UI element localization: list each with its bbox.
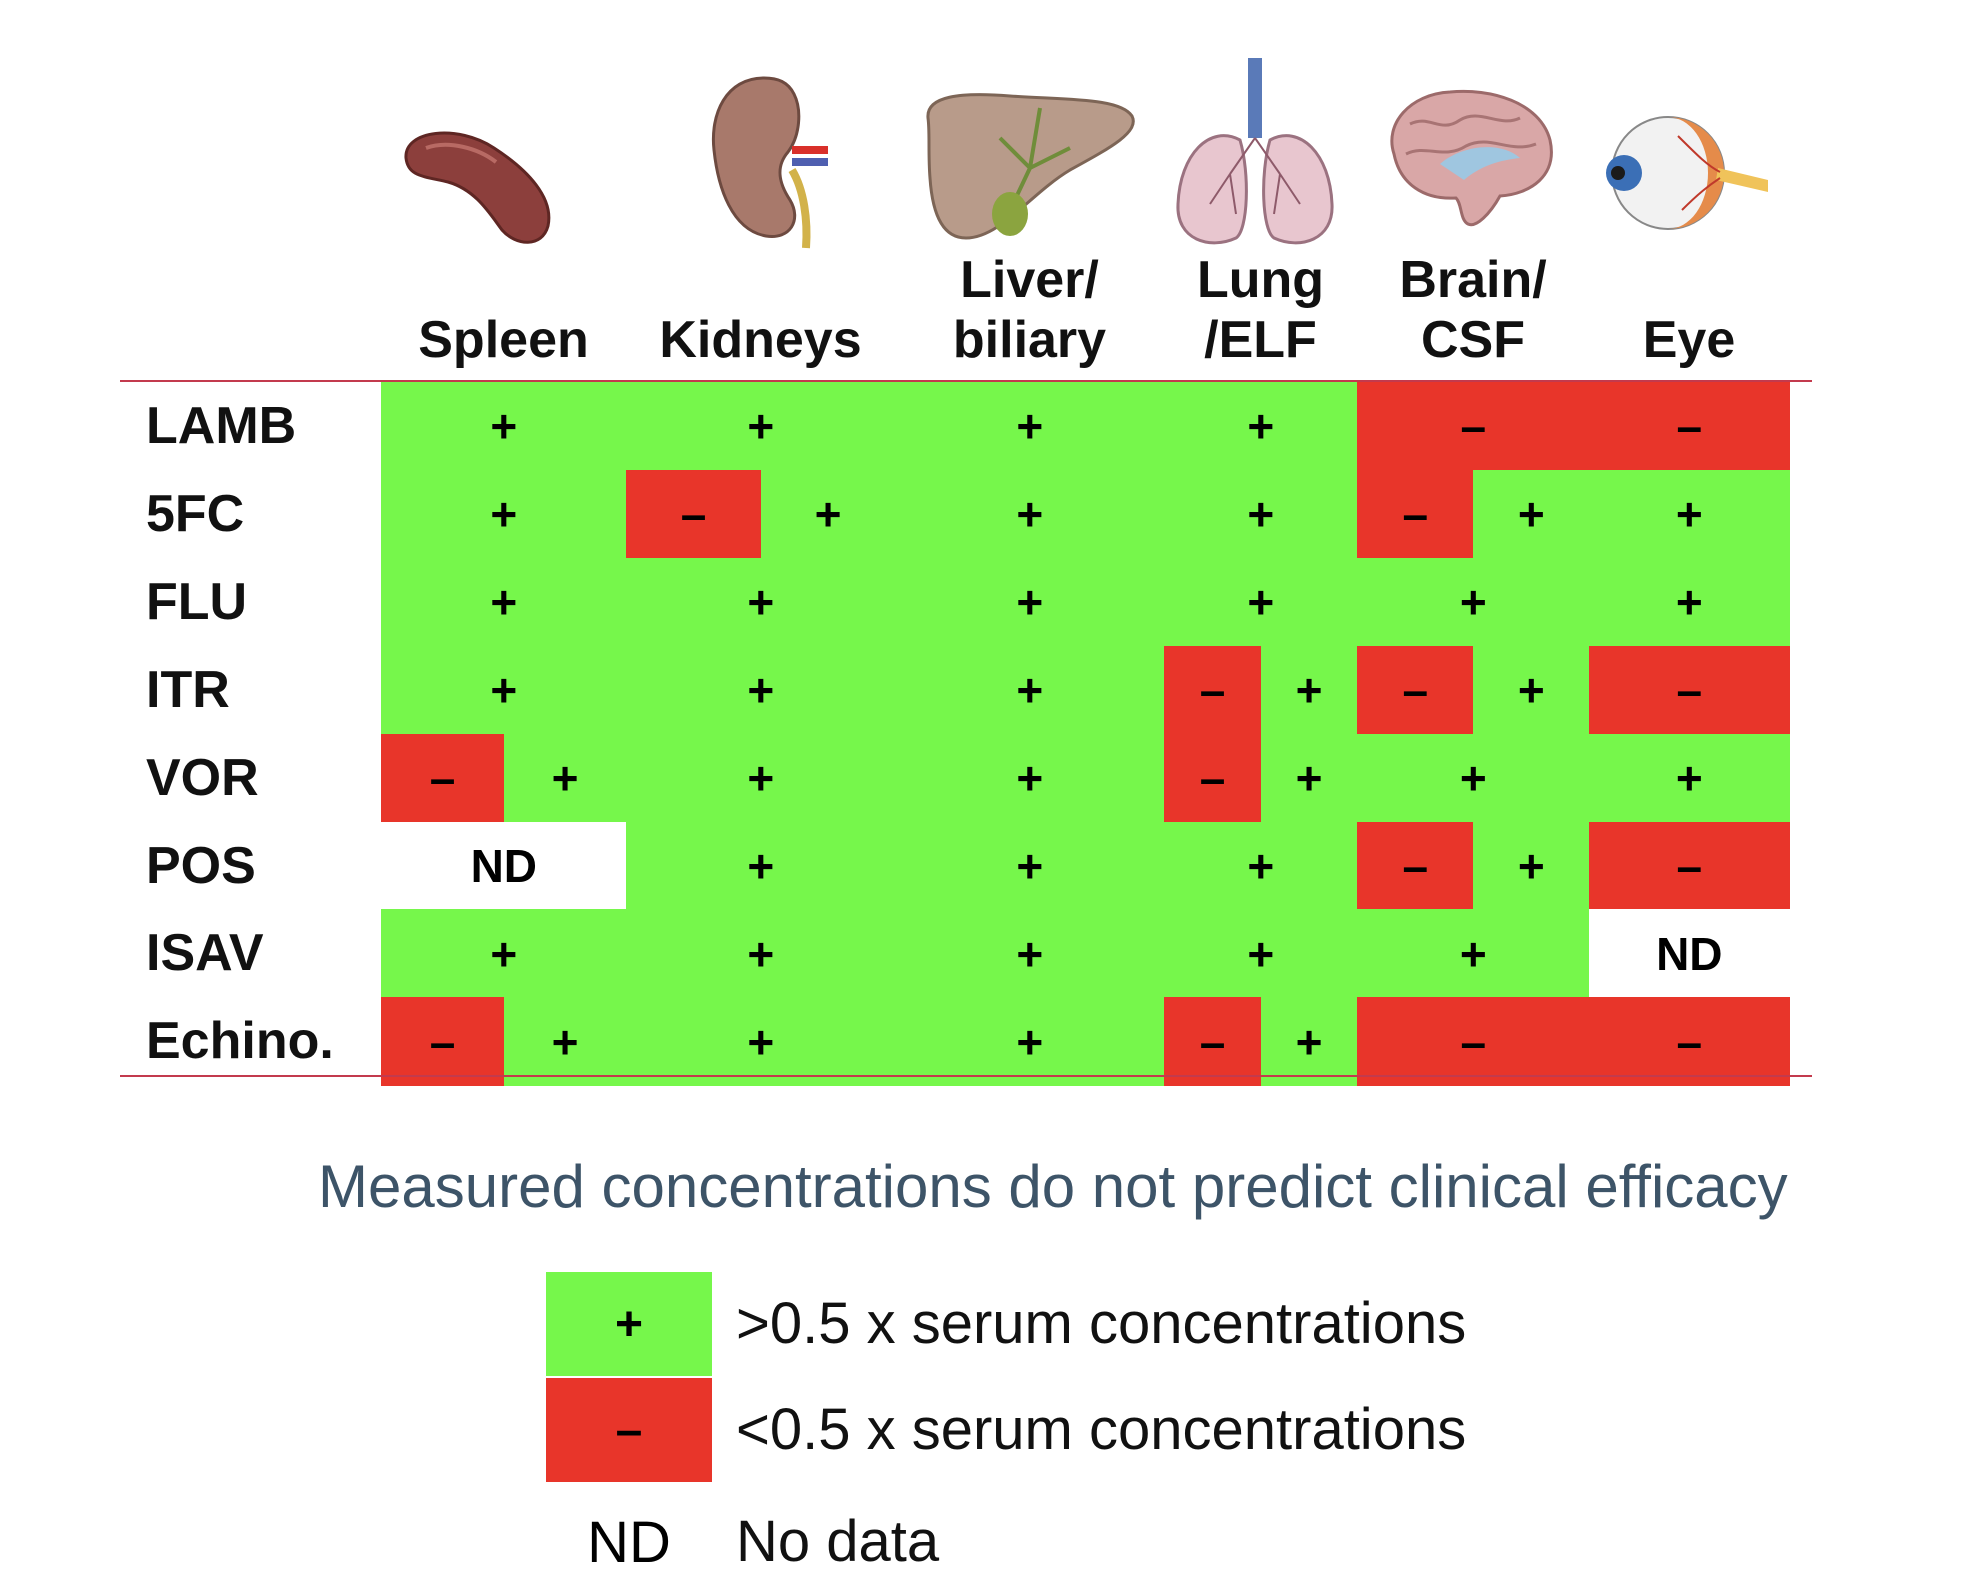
spleen-icon bbox=[404, 131, 551, 244]
matrix-cell: + bbox=[895, 909, 1165, 998]
matrix-cell: + bbox=[1473, 469, 1590, 559]
matrix-cell: – bbox=[1357, 645, 1474, 735]
drug-label: POS bbox=[146, 836, 256, 895]
matrix-cell: + bbox=[381, 382, 627, 471]
matrix-cell: – bbox=[1589, 997, 1790, 1086]
organ-header-line: Liver/ bbox=[960, 251, 1099, 309]
matrix-cell: + bbox=[1473, 821, 1590, 910]
matrix-cell: – bbox=[1589, 821, 1790, 910]
matrix-cell: + bbox=[381, 645, 627, 735]
matrix-cell: + bbox=[626, 645, 896, 735]
matrix-cell: + bbox=[626, 909, 896, 998]
matrix-cell: + bbox=[381, 469, 627, 559]
matrix-cell: + bbox=[1260, 645, 1358, 735]
matrix-cell: + bbox=[381, 557, 627, 647]
matrix-cell: + bbox=[1164, 909, 1358, 998]
matrix-cell: + bbox=[381, 909, 627, 998]
matrix-cell: + bbox=[895, 997, 1165, 1086]
matrix-cell: + bbox=[1164, 821, 1358, 910]
organ-header: Spleen bbox=[381, 310, 626, 370]
matrix-cell: – bbox=[1357, 469, 1474, 559]
brain-icon bbox=[1390, 89, 1553, 227]
matrix-cell: + bbox=[895, 645, 1165, 735]
organ-header-line: Brain/ bbox=[1399, 251, 1547, 309]
matrix-cell: + bbox=[1589, 469, 1790, 559]
matrix-cell: + bbox=[895, 382, 1165, 471]
matrix-cell: + bbox=[1164, 382, 1358, 471]
legend-label: No data bbox=[736, 1509, 940, 1574]
eye-icon bbox=[1606, 116, 1768, 230]
drug-label: 5FC bbox=[146, 484, 245, 543]
matrix-cell: + bbox=[503, 733, 627, 823]
matrix-cell: + bbox=[626, 821, 896, 910]
matrix-cell: – bbox=[1164, 645, 1262, 735]
matrix-cell: + bbox=[1164, 469, 1358, 559]
legend-label: >0.5 x serum concentrations bbox=[736, 1291, 1467, 1356]
organ-header: Liver/biliary bbox=[895, 250, 1164, 370]
matrix-cell: + bbox=[895, 733, 1165, 823]
drug-label: Echino. bbox=[146, 1012, 334, 1071]
organ-header: Eye bbox=[1589, 310, 1789, 370]
matrix-cell: + bbox=[1589, 557, 1790, 647]
organ-header-line: Kidneys bbox=[659, 311, 862, 369]
drug-label: ITR bbox=[146, 660, 230, 719]
matrix-cell: + bbox=[1357, 557, 1590, 647]
drug-label: FLU bbox=[146, 572, 248, 631]
matrix-cell: + bbox=[895, 821, 1165, 910]
organ-header-line: CSF bbox=[1421, 311, 1525, 369]
efficacy-note: Measured concentrations do not predict c… bbox=[318, 1153, 1788, 1220]
matrix-cell: + bbox=[626, 733, 896, 823]
matrix-cell: + bbox=[626, 997, 896, 1086]
organ-header-line: Spleen bbox=[418, 311, 589, 369]
matrix-cell: + bbox=[760, 469, 896, 559]
matrix-cell: – bbox=[1357, 821, 1474, 910]
matrix-cell: + bbox=[626, 382, 896, 471]
matrix-cell: – bbox=[381, 997, 505, 1086]
kidney-icon bbox=[711, 76, 828, 249]
liver-icon bbox=[926, 93, 1135, 240]
table-top-rule bbox=[120, 380, 1812, 382]
legend-label: <0.5 x serum concentrations bbox=[736, 1397, 1467, 1462]
matrix-cell: + bbox=[626, 557, 896, 647]
matrix-cell: ND bbox=[1589, 909, 1790, 998]
matrix-cell: ND bbox=[381, 821, 627, 910]
matrix-cell: + bbox=[1357, 909, 1590, 998]
matrix-cell: + bbox=[895, 557, 1165, 647]
legend-swatch: + bbox=[546, 1272, 712, 1376]
matrix-cell: + bbox=[1473, 645, 1590, 735]
matrix-cell: + bbox=[503, 997, 627, 1086]
organ-header-line: biliary bbox=[952, 311, 1107, 369]
organ-header: Kidneys bbox=[626, 310, 895, 370]
matrix-cell: – bbox=[1164, 997, 1262, 1086]
drug-label: VOR bbox=[146, 748, 259, 807]
organ-header-line: Eye bbox=[1642, 311, 1736, 369]
matrix-cell: + bbox=[895, 469, 1165, 559]
lung-icon bbox=[1176, 58, 1334, 245]
matrix-cell: + bbox=[1357, 733, 1590, 823]
matrix-cell: – bbox=[381, 733, 505, 823]
matrix-cell: – bbox=[1357, 997, 1590, 1086]
legend-swatch: ND bbox=[546, 1490, 712, 1594]
drug-label: LAMB bbox=[146, 397, 297, 455]
matrix-cell: – bbox=[1589, 645, 1790, 735]
matrix-cell: + bbox=[1164, 557, 1358, 647]
matrix-cell: + bbox=[1260, 733, 1358, 823]
table-bottom-rule bbox=[120, 1075, 1812, 1077]
drug-label: ISAV bbox=[146, 924, 264, 983]
organ-header-line: Lung bbox=[1196, 251, 1325, 309]
matrix-cell: – bbox=[626, 469, 762, 559]
matrix-cell: – bbox=[1357, 382, 1590, 471]
matrix-cell: + bbox=[1589, 733, 1790, 823]
organ-header: Lung/ELF bbox=[1164, 250, 1357, 370]
legend-swatch: – bbox=[546, 1378, 712, 1482]
organ-header: Brain/CSF bbox=[1357, 250, 1589, 370]
matrix-cell: – bbox=[1589, 382, 1790, 471]
organ-header-line: /ELF bbox=[1204, 311, 1317, 369]
matrix-cell: – bbox=[1164, 733, 1262, 823]
matrix-cell: + bbox=[1260, 997, 1358, 1086]
